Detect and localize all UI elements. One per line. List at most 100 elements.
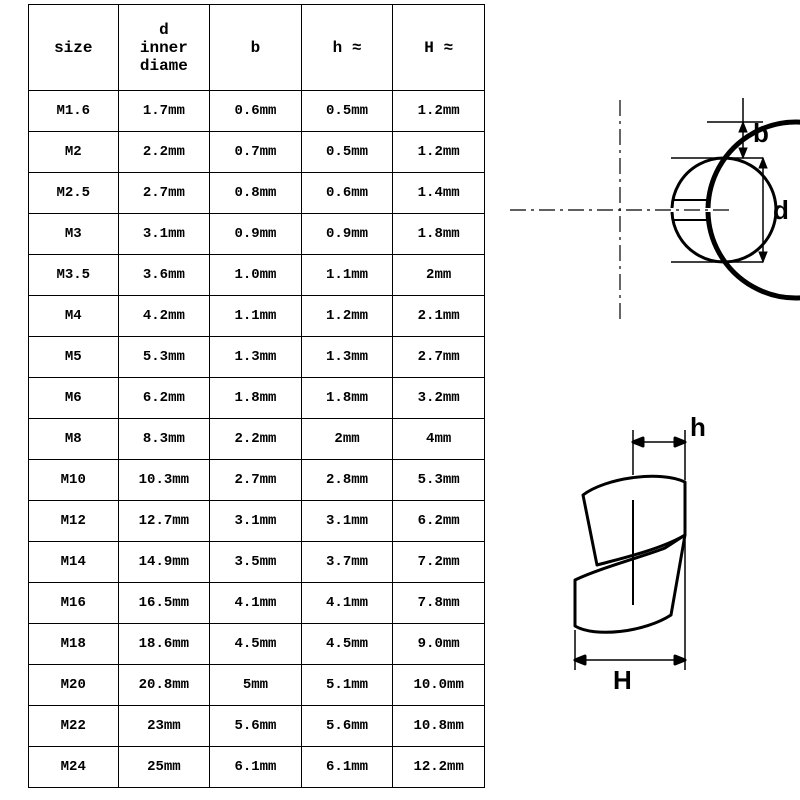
table-row: M55.3mm1.3mm1.3mm2.7mm bbox=[29, 337, 485, 378]
table-cell: 2.1mm bbox=[393, 296, 485, 337]
table-cell: 1.8mm bbox=[301, 378, 393, 419]
spec-table: size d inner diame b h ≈ H ≈ M1.61.7mm0.… bbox=[28, 4, 485, 788]
col-size: size bbox=[29, 5, 119, 91]
table-cell: 7.2mm bbox=[393, 542, 485, 583]
table-row: M33.1mm0.9mm0.9mm1.8mm bbox=[29, 214, 485, 255]
table-cell: 7.8mm bbox=[393, 583, 485, 624]
table-cell: 12.2mm bbox=[393, 747, 485, 788]
table-cell: 1.2mm bbox=[301, 296, 393, 337]
table-cell: 0.5mm bbox=[301, 91, 393, 132]
table-cell: 4.5mm bbox=[210, 624, 302, 665]
table-cell: 0.8mm bbox=[210, 173, 302, 214]
table-row: M88.3mm2.2mm2mm4mm bbox=[29, 419, 485, 460]
table-cell: 1.8mm bbox=[393, 214, 485, 255]
table-body: M1.61.7mm0.6mm0.5mm1.2mmM22.2mm0.7mm0.5m… bbox=[29, 91, 485, 788]
washer-side-view-icon bbox=[485, 400, 800, 730]
table-row: M1818.6mm4.5mm4.5mm9.0mm bbox=[29, 624, 485, 665]
table-cell: 5.6mm bbox=[301, 706, 393, 747]
table-cell: 0.7mm bbox=[210, 132, 302, 173]
table-cell: M16 bbox=[29, 583, 119, 624]
table-cell: M20 bbox=[29, 665, 119, 706]
table-cell: 12.7mm bbox=[118, 501, 210, 542]
table-cell: 3.2mm bbox=[393, 378, 485, 419]
table-cell: 2.7mm bbox=[210, 460, 302, 501]
table-row: M2425mm6.1mm6.1mm12.2mm bbox=[29, 747, 485, 788]
table-cell: M3 bbox=[29, 214, 119, 255]
table-cell: 5.1mm bbox=[301, 665, 393, 706]
table-cell: 9.0mm bbox=[393, 624, 485, 665]
table-cell: 1.0mm bbox=[210, 255, 302, 296]
table-cell: 3.7mm bbox=[301, 542, 393, 583]
table-cell: M2 bbox=[29, 132, 119, 173]
table-cell: 2.2mm bbox=[210, 419, 302, 460]
table-cell: M5 bbox=[29, 337, 119, 378]
table-cell: 2.2mm bbox=[118, 132, 210, 173]
table-cell: 3.1mm bbox=[210, 501, 302, 542]
table-cell: M12 bbox=[29, 501, 119, 542]
table-cell: 14.9mm bbox=[118, 542, 210, 583]
table-cell: 1.8mm bbox=[210, 378, 302, 419]
table-cell: M3.5 bbox=[29, 255, 119, 296]
table-row: M1616.5mm4.1mm4.1mm7.8mm bbox=[29, 583, 485, 624]
table-cell: 18.6mm bbox=[118, 624, 210, 665]
table-cell: 0.6mm bbox=[210, 91, 302, 132]
table-cell: 23mm bbox=[118, 706, 210, 747]
table-cell: 10.3mm bbox=[118, 460, 210, 501]
table-cell: 5.3mm bbox=[118, 337, 210, 378]
table-cell: 0.5mm bbox=[301, 132, 393, 173]
table-cell: 2.7mm bbox=[118, 173, 210, 214]
table-row: M44.2mm1.1mm1.2mm2.1mm bbox=[29, 296, 485, 337]
table-cell: 5.3mm bbox=[393, 460, 485, 501]
washer-top-view-icon bbox=[485, 0, 800, 360]
table-cell: M4 bbox=[29, 296, 119, 337]
table-cell: 4mm bbox=[393, 419, 485, 460]
table-row: M1010.3mm2.7mm2.8mm5.3mm bbox=[29, 460, 485, 501]
table-cell: 10.8mm bbox=[393, 706, 485, 747]
label-b: b bbox=[753, 118, 769, 149]
table-row: M66.2mm1.8mm1.8mm3.2mm bbox=[29, 378, 485, 419]
table-cell: 6.2mm bbox=[118, 378, 210, 419]
table-cell: M1.6 bbox=[29, 91, 119, 132]
table-cell: 2mm bbox=[301, 419, 393, 460]
table-cell: 0.6mm bbox=[301, 173, 393, 214]
table-cell: M22 bbox=[29, 706, 119, 747]
table-row: M2223mm5.6mm5.6mm10.8mm bbox=[29, 706, 485, 747]
table-cell: 8.3mm bbox=[118, 419, 210, 460]
table-cell: M10 bbox=[29, 460, 119, 501]
table-cell: 1.4mm bbox=[393, 173, 485, 214]
table-cell: 2.7mm bbox=[393, 337, 485, 378]
table-row: M22.2mm0.7mm0.5mm1.2mm bbox=[29, 132, 485, 173]
table-cell: 5.6mm bbox=[210, 706, 302, 747]
table-cell: 16.5mm bbox=[118, 583, 210, 624]
table-cell: 6.2mm bbox=[393, 501, 485, 542]
table-row: M3.53.6mm1.0mm1.1mm2mm bbox=[29, 255, 485, 296]
label-h: h bbox=[690, 412, 706, 443]
table-row: M2020.8mm5mm5.1mm10.0mm bbox=[29, 665, 485, 706]
table-cell: 2.8mm bbox=[301, 460, 393, 501]
table-cell: 1.1mm bbox=[301, 255, 393, 296]
table-cell: 1.2mm bbox=[393, 91, 485, 132]
table-cell: 1.3mm bbox=[210, 337, 302, 378]
table-cell: 0.9mm bbox=[210, 214, 302, 255]
table-row: M1212.7mm3.1mm3.1mm6.2mm bbox=[29, 501, 485, 542]
table-cell: 1.2mm bbox=[393, 132, 485, 173]
table-cell: 3.6mm bbox=[118, 255, 210, 296]
table-row: M2.52.7mm0.8mm0.6mm1.4mm bbox=[29, 173, 485, 214]
table-cell: 10.0mm bbox=[393, 665, 485, 706]
table-cell: 6.1mm bbox=[301, 747, 393, 788]
table-cell: 5mm bbox=[210, 665, 302, 706]
table-cell: 3.1mm bbox=[118, 214, 210, 255]
label-H: H bbox=[613, 665, 632, 696]
table-cell: M6 bbox=[29, 378, 119, 419]
col-h: h ≈ bbox=[301, 5, 393, 91]
table-cell: 20.8mm bbox=[118, 665, 210, 706]
table-cell: 2mm bbox=[393, 255, 485, 296]
table-cell: 1.1mm bbox=[210, 296, 302, 337]
table-cell: M2.5 bbox=[29, 173, 119, 214]
table-header-row: size d inner diame b h ≈ H ≈ bbox=[29, 5, 485, 91]
table-cell: 4.5mm bbox=[301, 624, 393, 665]
col-b: b bbox=[210, 5, 302, 91]
col-d: d inner diame bbox=[118, 5, 210, 91]
table-cell: 0.9mm bbox=[301, 214, 393, 255]
table-row: M1414.9mm3.5mm3.7mm7.2mm bbox=[29, 542, 485, 583]
